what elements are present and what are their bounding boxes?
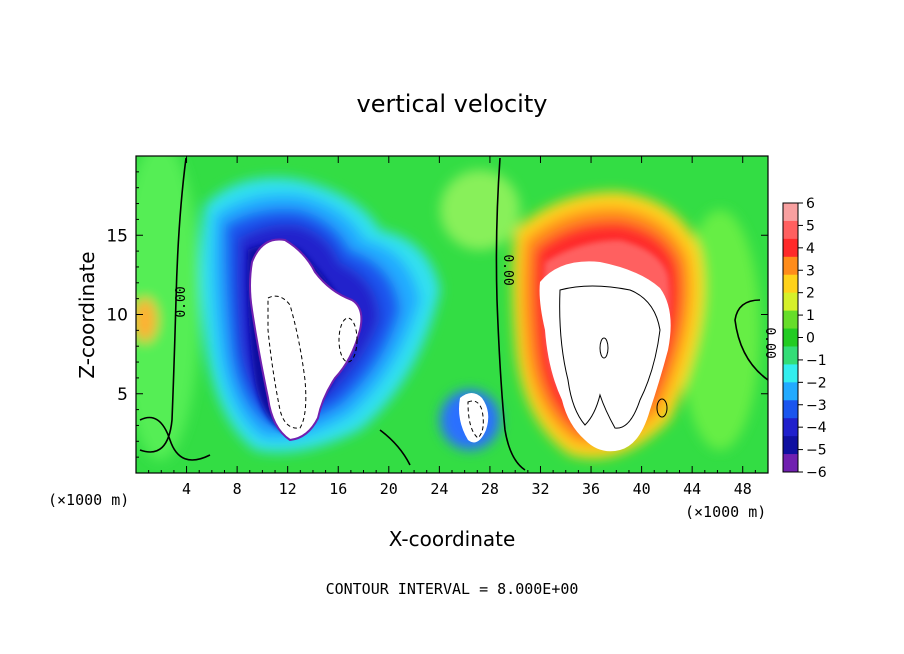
colorbar-swatch: [783, 418, 798, 437]
colorbar-tick-label: 5: [806, 218, 815, 234]
colorbar-swatch: [783, 382, 798, 401]
x-tick-label: 36: [582, 480, 600, 498]
chart-title: vertical velocity: [357, 90, 548, 118]
colorbar-tick-label: −6: [806, 465, 827, 481]
x-unit-right: (×1000 m): [685, 503, 766, 521]
colorbar: 6 5 4 3 2 1 0 −1 −2 −3 −4 −5 −6: [782, 196, 827, 481]
x-tick-label: 28: [481, 480, 499, 498]
colorbar-swatch: [783, 292, 798, 312]
colorbar-swatch: [783, 203, 798, 222]
x-tick-label: 12: [279, 480, 297, 498]
colorbar-swatch: [783, 346, 798, 365]
colorbar-tick-label: 0: [806, 331, 815, 347]
contour-label: 0.00: [500, 254, 515, 285]
x-tick-label: 48: [734, 480, 752, 498]
positive-contours: [559, 285, 668, 429]
x-tick-label: 40: [633, 480, 651, 498]
contour-label: 0.00: [762, 327, 777, 358]
colorbar-swatch: [783, 256, 798, 276]
y-tick-label: 10: [106, 306, 128, 326]
colorbar-tick-label: −5: [806, 443, 827, 459]
colorbar-swatch: [783, 328, 798, 347]
y-tick-label: 15: [106, 226, 128, 246]
colorbar-tick-label: −1: [806, 353, 827, 369]
colorbar-tick-label: −2: [806, 375, 827, 391]
colorbar-tick-label: −4: [806, 420, 827, 436]
colorbar-swatch: [783, 274, 798, 294]
downdraft-core: [249, 238, 363, 442]
x-axis-label: X-coordinate: [389, 527, 516, 551]
colorbar-tick-label: 6: [806, 196, 815, 212]
colorbar-tick-label: −3: [806, 398, 827, 414]
y-tick-label: 5: [117, 385, 128, 405]
colorbar-swatch: [783, 238, 798, 258]
downdraft-core-small: [459, 393, 489, 443]
x-tick-label: 4: [182, 480, 191, 498]
colorbar-tick-label: 3: [806, 263, 815, 279]
colorbar-swatch: [783, 454, 798, 473]
x-tick-label: 16: [329, 480, 347, 498]
contour-interval-label: CONTOUR INTERVAL = 8.000E+00: [326, 580, 579, 598]
colorbar-tick-label: 1: [806, 308, 815, 324]
x-tick-label: 8: [233, 480, 242, 498]
x-tick-label: 24: [430, 480, 448, 498]
heatmap-field: [136, 156, 768, 473]
negative-contours: [267, 295, 484, 439]
x-tick-label: 20: [380, 480, 398, 498]
y-axis-label: Z-coordinate: [75, 251, 99, 378]
colorbar-swatch: [783, 310, 798, 330]
colorbar-swatch: [783, 400, 798, 419]
colorbar-swatch: [783, 436, 798, 455]
x-axis-ticks: 4 8 12 16 20 24 28 32 36 40 44 48: [148, 156, 756, 498]
contour-label: 0.00: [174, 286, 189, 317]
x-tick-label: 32: [531, 480, 549, 498]
zero-contours: [139, 157, 768, 471]
colorbar-tick-label: 4: [806, 241, 815, 257]
x-unit-left: (×1000 m): [48, 491, 129, 509]
colorbar-swatch: [783, 220, 798, 240]
x-tick-label: 44: [683, 480, 701, 498]
colorbar-swatch: [783, 364, 798, 383]
updraft-core: [539, 261, 671, 452]
colorbar-tick-label: 2: [806, 286, 815, 302]
y-axis-ticks: 5 10 15: [106, 171, 768, 458]
